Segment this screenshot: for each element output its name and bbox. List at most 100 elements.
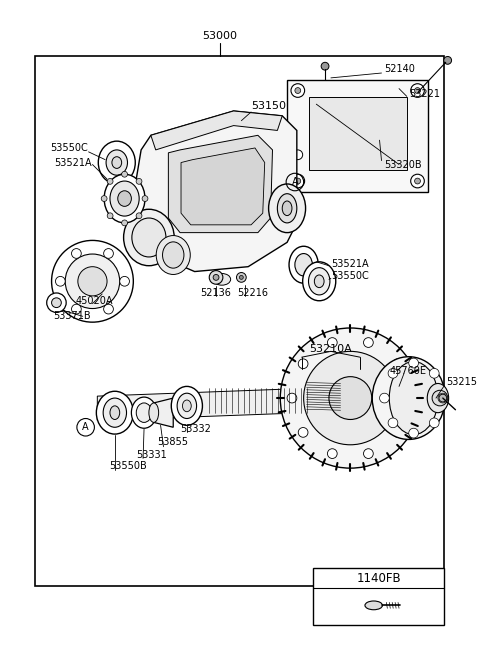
Polygon shape [287,80,428,192]
Circle shape [104,249,113,258]
Circle shape [72,304,81,314]
Circle shape [287,393,297,403]
Text: 53521A: 53521A [331,258,369,269]
Ellipse shape [149,403,158,422]
Ellipse shape [295,254,312,276]
Text: 53150: 53150 [251,101,286,111]
Circle shape [295,88,301,93]
Ellipse shape [163,242,184,268]
Ellipse shape [314,275,324,287]
Ellipse shape [106,150,128,175]
Text: 53320B: 53320B [384,159,422,169]
Text: 52140: 52140 [384,64,415,74]
Polygon shape [309,97,407,171]
Circle shape [321,62,329,70]
Circle shape [209,270,223,284]
Circle shape [298,428,308,438]
Circle shape [237,272,246,282]
Ellipse shape [110,406,120,419]
Polygon shape [136,111,297,272]
Text: 1140FB: 1140FB [356,571,401,584]
Circle shape [415,88,420,93]
Circle shape [78,267,107,296]
Ellipse shape [132,397,156,428]
Polygon shape [307,380,341,420]
Circle shape [411,174,424,188]
Text: 53000: 53000 [203,31,238,41]
Circle shape [51,298,61,308]
Text: 53221: 53221 [409,89,440,100]
Text: A: A [291,177,298,187]
Bar [313,568,444,625]
Circle shape [136,213,142,218]
Circle shape [213,274,219,280]
Circle shape [380,393,389,403]
Circle shape [430,369,439,378]
Text: 53371B: 53371B [54,312,91,321]
Polygon shape [151,111,282,150]
Ellipse shape [269,184,306,233]
Ellipse shape [309,268,330,295]
Circle shape [329,377,372,419]
Text: 53550C: 53550C [50,143,87,153]
Polygon shape [168,135,273,233]
Text: 53331: 53331 [136,449,167,459]
Circle shape [409,358,419,368]
Circle shape [444,56,452,64]
Ellipse shape [182,400,191,412]
Ellipse shape [132,218,166,257]
Circle shape [291,174,305,188]
Circle shape [293,150,303,159]
Circle shape [121,220,128,226]
Ellipse shape [213,274,231,285]
Ellipse shape [372,357,445,440]
Circle shape [107,213,113,218]
Circle shape [438,393,448,403]
Text: 52136: 52136 [201,288,231,298]
Ellipse shape [303,262,336,300]
Ellipse shape [136,403,152,422]
Circle shape [101,195,107,201]
Circle shape [388,418,398,428]
Ellipse shape [177,393,197,419]
Circle shape [295,178,301,184]
Circle shape [411,84,424,97]
Text: 53855: 53855 [157,437,189,447]
Circle shape [393,359,402,369]
Ellipse shape [156,236,190,274]
Bar [35,56,444,586]
Polygon shape [97,388,307,420]
Text: 53550B: 53550B [109,461,147,471]
Circle shape [65,254,120,308]
Circle shape [404,393,414,403]
Circle shape [304,352,397,445]
Text: 53332: 53332 [180,424,211,434]
Circle shape [327,338,337,348]
Circle shape [363,338,373,348]
Ellipse shape [98,141,135,184]
Circle shape [432,390,448,406]
Text: 45760E: 45760E [389,366,426,376]
Circle shape [121,171,128,177]
Circle shape [120,276,130,286]
Ellipse shape [118,191,132,207]
Circle shape [47,293,66,312]
Text: A: A [83,422,89,432]
Text: 52216: 52216 [238,288,268,298]
Text: 45020A: 45020A [76,296,113,306]
Circle shape [56,276,65,286]
Circle shape [327,449,337,459]
Ellipse shape [277,194,297,223]
Text: 53521A: 53521A [54,157,92,167]
Circle shape [240,276,243,279]
Circle shape [298,359,308,369]
Ellipse shape [123,209,174,266]
Text: 53210A: 53210A [310,344,352,354]
Ellipse shape [303,388,311,412]
Ellipse shape [104,174,145,223]
Circle shape [388,369,398,378]
Circle shape [104,304,113,314]
Ellipse shape [110,181,139,216]
Text: 53550C: 53550C [331,272,369,281]
Text: 53215: 53215 [446,377,477,386]
